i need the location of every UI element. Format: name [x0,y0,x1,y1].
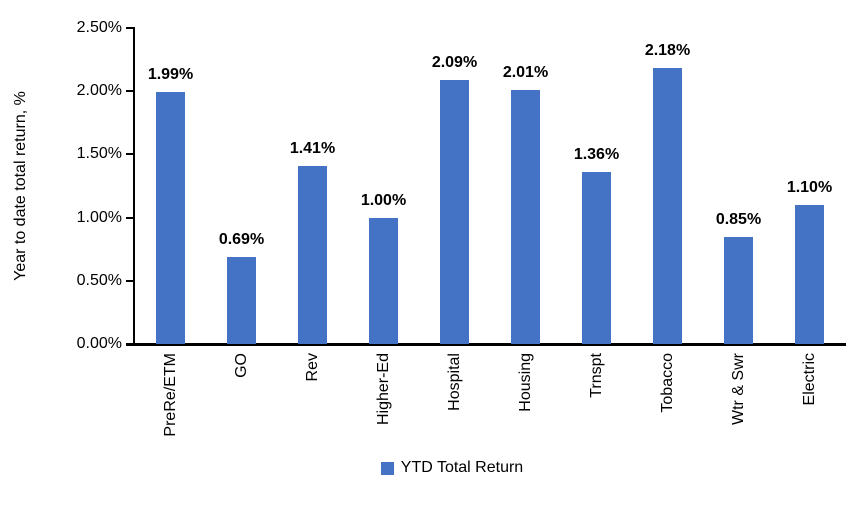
y-tick-mark [126,153,134,156]
category-cell: Rev [277,353,348,381]
category-cell: Housing [490,353,561,412]
bar-value-label: 1.00% [360,191,407,209]
bar-value-label: 0.85% [715,210,762,228]
y-tick-mark [126,90,134,93]
x-axis-category-labels: PreRe/ETM GO Rev Higher-Ed Hospital Housing Tr… [135,353,845,471]
bar-Tobacco [653,68,682,344]
legend-swatch-icon [380,461,394,475]
category-label: Trnspt [587,353,605,398]
y-tick-label: 2.00% [76,82,122,100]
bar-slot: 2.18% [632,28,703,344]
bar-GO [227,256,256,344]
category-cell: Higher-Ed [348,353,419,425]
category-label: Housing [516,353,534,412]
y-tick-mark [126,216,134,219]
bar-value-label: 1.36% [573,146,620,164]
category-label: PreRe/ETM [161,353,179,437]
category-cell: Wtr & Swr [703,353,774,425]
y-tick-mark [126,27,134,29]
x-axis-line [126,343,846,346]
y-tick-label: 2.50% [76,19,122,36]
y-tick-label: 0.50% [76,271,122,289]
legend-series-label: YTD Total Return [400,459,524,476]
bar-slot: 1.41% [277,28,348,344]
bar-slot: 1.00% [348,28,419,344]
category-label: Hospital [445,353,463,411]
y-tick-label: 0.00% [76,335,122,352]
category-label: Rev [303,353,321,382]
bar-slot: 2.09% [419,28,490,344]
bar-value-label: 1.41% [289,139,336,157]
category-cell: Tobacco [632,353,703,413]
bar-Wtr & Swr [724,236,753,344]
y-tick-label: 1.50% [76,145,122,163]
category-label: Wtr & Swr [729,353,747,425]
category-cell: Trnspt [561,353,632,398]
y-axis-line [133,27,135,345]
bar-slot: 0.69% [206,28,277,344]
bar-value-label: 2.09% [431,53,478,71]
category-cell: Electric [774,353,845,405]
category-cell: GO [206,353,277,378]
legend: YTD Total Return [26,460,852,476]
category-label: GO [232,353,250,378]
bar-value-label: 0.69% [218,230,265,248]
bar-value-label: 2.18% [644,42,691,60]
bar-Hospital [440,79,469,344]
category-label: Higher-Ed [374,353,392,426]
category-label: Electric [800,353,818,406]
bar-Trnspt [582,172,611,344]
category-cell: Hospital [419,353,490,411]
bar-Higher-Ed [369,217,398,344]
bar-value-label: 2.01% [502,63,549,81]
bar-slot: 1.36% [561,28,632,344]
category-cell: PreRe/ETM [135,353,206,437]
bar-Rev [298,165,327,344]
y-tick-mark [126,279,134,282]
bar-slot: 1.10% [774,28,845,344]
bar-Housing [511,89,540,344]
category-label: Tobacco [658,353,676,413]
bar-PreRe/ETM [156,92,185,344]
plot-area: 1.99% 0.69% 1.41% 1.00% 2.09% 2.01% 1.36% 2.18%… [135,28,845,344]
bar-slot: 0.85% [703,28,774,344]
bar-slot: 2.01% [490,28,561,344]
bar-Electric [795,204,824,344]
y-tick-label: 1.00% [76,208,122,226]
bar-slot: 1.99% [135,28,206,344]
bar-value-label: 1.10% [786,178,833,196]
bar-value-label: 1.99% [147,66,194,84]
y-axis-title: Year to date total return, % [12,91,29,281]
